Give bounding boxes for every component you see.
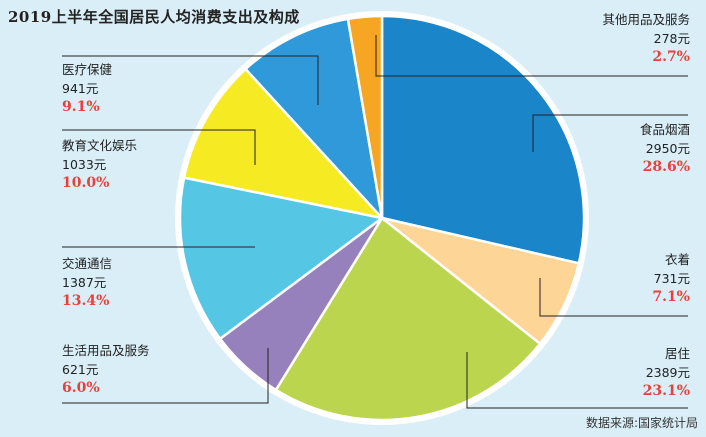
pie-slice-housing <box>274 216 542 422</box>
slice-percent: 28.6% <box>642 159 690 175</box>
slice-name: 居住 <box>664 346 690 361</box>
slice-percent: 6.0% <box>62 380 100 396</box>
legend-label-education: 教育文化娱乐 1033元 10.0% <box>62 136 137 193</box>
legend-label-housing: 居住 2389元 23.1% <box>643 344 690 401</box>
slice-value: 1387元 <box>62 275 107 290</box>
pie-slice-medical <box>243 17 384 222</box>
legend-label-medical: 医疗保健 941元 9.1% <box>62 60 112 117</box>
pie-slice-food <box>380 14 586 265</box>
slice-name: 衣着 <box>664 252 690 267</box>
slice-value: 731元 <box>653 271 690 286</box>
slice-name: 教育文化娱乐 <box>62 138 138 153</box>
pie-slice-education <box>182 67 386 220</box>
slice-value: 621元 <box>62 362 99 377</box>
leader-line-household <box>62 348 269 404</box>
legend-label-food: 食品烟酒 2950元 28.6% <box>640 120 690 177</box>
slice-value: 278元 <box>653 31 690 46</box>
leader-line-other <box>375 35 688 77</box>
leader-line-medical <box>62 55 319 105</box>
slice-percent: 7.1% <box>652 289 690 305</box>
leader-line-food <box>532 114 688 152</box>
legend-label-household: 生活用品及服务 621元 6.0% <box>62 341 150 398</box>
slice-value: 2389元 <box>645 365 690 380</box>
slice-name: 食品烟酒 <box>639 122 690 137</box>
leader-line-education <box>62 129 256 165</box>
chart-title: 2019上半年全国居民人均消费支出及构成 <box>8 8 300 26</box>
slice-name: 医疗保健 <box>62 62 113 77</box>
slice-value: 1033元 <box>62 157 107 172</box>
slice-percent: 10.0% <box>62 175 110 191</box>
pie-slice-transport <box>178 176 385 341</box>
legend-label-other: 其他用品及服务 278元 2.7% <box>602 10 690 67</box>
slice-value: 941元 <box>62 81 99 96</box>
legend-label-transport: 交通通信 1387元 13.4% <box>62 254 112 311</box>
slice-name: 生活用品及服务 <box>62 343 150 358</box>
leader-line-clothing <box>539 278 688 317</box>
slice-name: 交通通信 <box>62 256 113 271</box>
slice-percent: 9.1% <box>62 99 100 115</box>
slice-value: 2950元 <box>645 141 690 156</box>
slice-percent: 13.4% <box>62 293 110 309</box>
leader-line-housing <box>466 352 688 409</box>
slice-percent: 23.1% <box>642 383 690 399</box>
source-note: 数据来源:国家统计局 <box>585 416 698 430</box>
slice-percent: 2.7% <box>652 49 690 65</box>
pie-slice-other <box>346 14 384 219</box>
slice-name: 其他用品及服务 <box>602 12 690 27</box>
legend-label-clothing: 衣着 731元 7.1% <box>652 250 690 307</box>
